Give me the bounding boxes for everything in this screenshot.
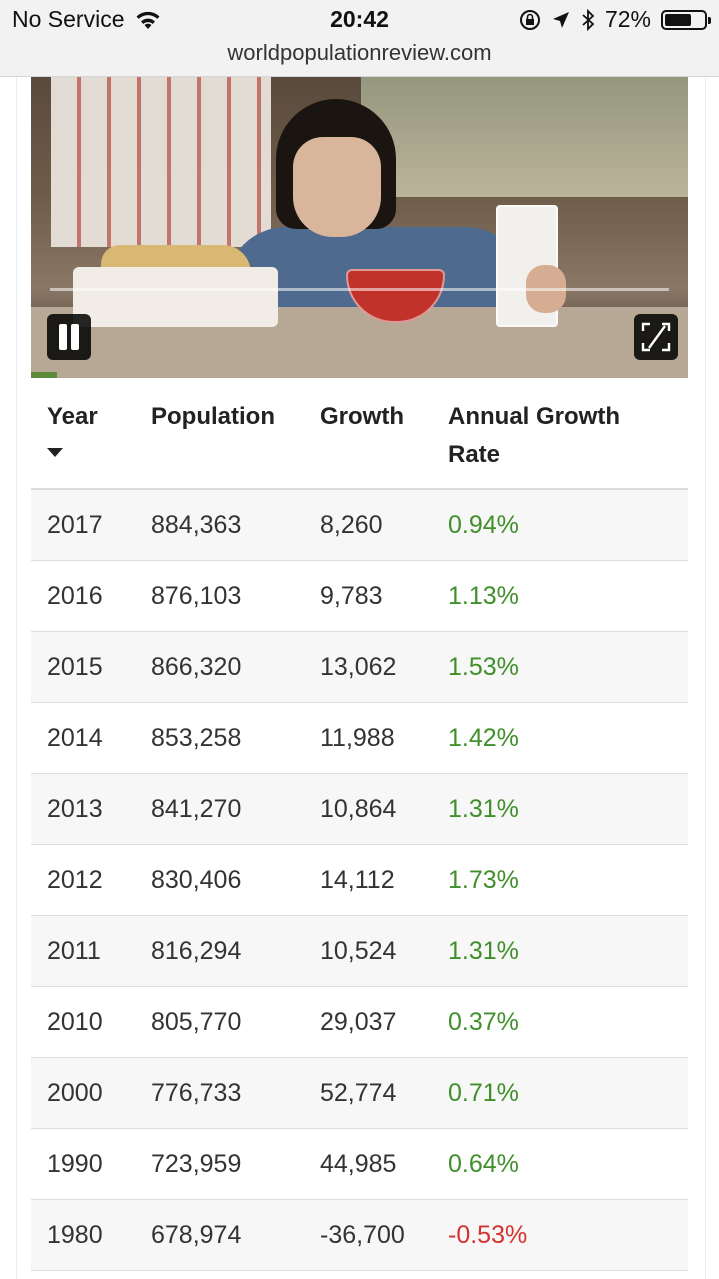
cell-year: 2011 — [47, 937, 101, 965]
table-header: Year Population Growth Annual Growth Rat… — [31, 378, 688, 490]
column-header-year[interactable]: Year — [47, 403, 98, 430]
table-body: 2017 884,363 8,260 0.94% 2016 876,103 9,783 1.1… — [31, 490, 688, 1271]
column-header-growth[interactable]: Growth — [320, 403, 404, 430]
table-row: 2011 816,294 10,524 1.31% — [31, 916, 688, 987]
cell-population: 876,103 — [151, 582, 242, 610]
cell-growth: 14,112 — [320, 866, 395, 894]
table-row: 2010 805,770 29,037 0.37% — [31, 987, 688, 1058]
wifi-icon — [136, 11, 160, 29]
table-row: 2014 853,258 11,988 1.42% — [31, 703, 688, 774]
cell-annual-growth-rate: 1.13% — [448, 582, 519, 610]
cell-population: 884,363 — [151, 511, 242, 539]
cell-growth: -36,700 — [320, 1221, 405, 1249]
cell-year: 2013 — [47, 795, 103, 823]
cell-growth: 29,037 — [320, 1008, 397, 1036]
carrier-label: No Service — [12, 6, 125, 32]
orientation-lock-icon — [519, 9, 540, 30]
address-bar-url[interactable]: worldpopulationreview.com — [227, 40, 492, 65]
battery-icon — [661, 9, 711, 30]
pause-button[interactable] — [47, 314, 91, 360]
cell-growth: 8,260 — [320, 511, 383, 539]
status-left: No Service — [12, 6, 162, 33]
page-content: Year Population Growth Annual Growth Rat… — [16, 77, 706, 1279]
cell-year: 2000 — [47, 1079, 103, 1107]
cell-year: 1990 — [47, 1150, 103, 1178]
cell-population: 816,294 — [151, 937, 242, 965]
table-row: 2015 866,320 13,062 1.53% — [31, 632, 688, 703]
status-right: 72% — [519, 6, 711, 33]
battery-percent: 72% — [604, 6, 651, 32]
cell-year: 2017 — [47, 511, 103, 539]
cell-population: 866,320 — [151, 653, 242, 681]
cell-growth: 44,985 — [320, 1150, 397, 1178]
table-row: 2012 830,406 14,112 1.73% — [31, 845, 688, 916]
cell-annual-growth-rate: 1.42% — [448, 724, 519, 752]
cell-year: 2015 — [47, 653, 103, 681]
cell-annual-growth-rate: 1.31% — [448, 795, 519, 823]
location-arrow-icon — [552, 11, 569, 28]
cell-growth: 10,524 — [320, 937, 397, 965]
column-header-population[interactable]: Population — [151, 403, 275, 430]
cell-year: 1980 — [47, 1221, 103, 1249]
battery-level — [665, 13, 692, 26]
cell-population: 853,258 — [151, 724, 242, 752]
clock: 20:42 — [330, 6, 389, 32]
cell-annual-growth-rate: 1.31% — [448, 937, 519, 965]
cell-annual-growth-rate: 0.37% — [448, 1008, 519, 1036]
video-frame — [361, 77, 688, 197]
cell-growth: 9,783 — [320, 582, 383, 610]
bluetooth-icon — [582, 8, 595, 31]
cell-population: 805,770 — [151, 1008, 242, 1036]
cell-population: 830,406 — [151, 866, 242, 894]
column-header-annual-growth-rate[interactable]: Annual Growth Rate — [448, 403, 620, 468]
sort-descending-icon[interactable] — [47, 448, 63, 457]
cell-growth: 10,864 — [320, 795, 397, 823]
table-row: 2016 876,103 9,783 1.13% — [31, 561, 688, 632]
fullscreen-icon — [641, 322, 671, 352]
table-row: 2017 884,363 8,260 0.94% — [31, 490, 688, 561]
cell-population: 841,270 — [151, 795, 242, 823]
cell-annual-growth-rate: 1.53% — [448, 653, 519, 681]
cell-year: 2016 — [47, 582, 103, 610]
table-row: 2000 776,733 52,774 0.71% — [31, 1058, 688, 1129]
table-row: 2013 841,270 10,864 1.31% — [31, 774, 688, 845]
table-row: 1990 723,959 44,985 0.64% — [31, 1129, 688, 1200]
fullscreen-button[interactable] — [634, 314, 678, 360]
cell-growth: 52,774 — [320, 1079, 397, 1107]
cell-population: 678,974 — [151, 1221, 242, 1249]
cell-year: 2010 — [47, 1008, 103, 1036]
table-row: 1980 678,974 -36,700 -0.53% — [31, 1200, 688, 1271]
cell-growth: 13,062 — [320, 653, 397, 681]
cell-year: 2012 — [47, 866, 103, 894]
video-player[interactable] — [31, 77, 688, 386]
cell-annual-growth-rate: 1.73% — [448, 866, 519, 894]
cell-annual-growth-rate: 0.71% — [448, 1079, 519, 1107]
cell-growth: 11,988 — [320, 724, 395, 752]
cell-population: 776,733 — [151, 1079, 242, 1107]
cell-year: 2014 — [47, 724, 103, 752]
ios-status-bar: No Service 20:42 72% worldpopulationrevi… — [0, 0, 719, 77]
population-table: Year Population Growth Annual Growth Rat… — [31, 378, 688, 1271]
cell-annual-growth-rate: 0.64% — [448, 1150, 519, 1178]
cell-population: 723,959 — [151, 1150, 242, 1178]
pause-icon — [59, 324, 79, 350]
cell-annual-growth-rate: -0.53% — [448, 1221, 528, 1249]
video-progress-bar[interactable] — [50, 288, 669, 291]
cell-annual-growth-rate: 0.94% — [448, 511, 519, 539]
